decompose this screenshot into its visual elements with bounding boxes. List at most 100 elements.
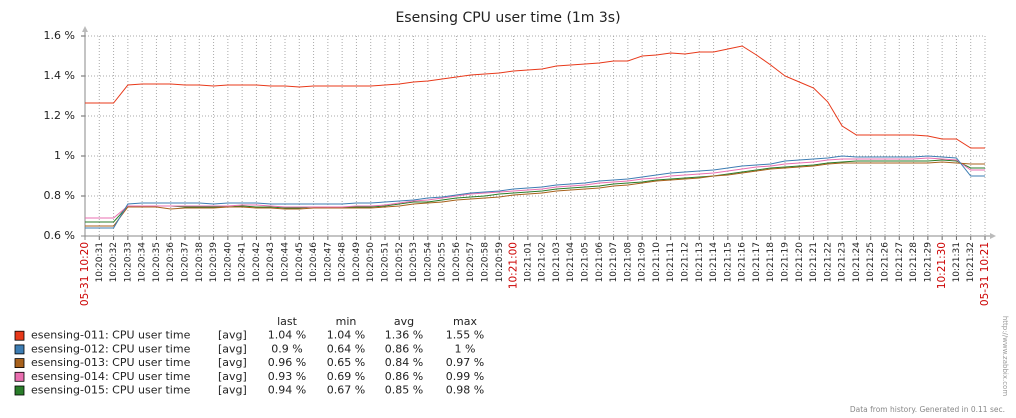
x-tick-label: 10:21:22: [823, 242, 833, 282]
y-tick-label: 1.4 %: [44, 69, 75, 82]
legend-header: min: [336, 315, 357, 328]
x-tick-label: 10:20:59: [495, 242, 505, 283]
x-tick-label: 10:20:39: [209, 242, 219, 283]
x-tick-label: 10:20:34: [138, 242, 148, 283]
x-tick-label: 10:20:33: [123, 242, 133, 282]
legend-stat: 0.69 %: [327, 370, 365, 383]
x-tick-label: 10:21:30: [936, 242, 948, 289]
x-tick-label: 10:21:32: [966, 242, 976, 282]
x-tick-label: 10:20:45: [295, 242, 305, 282]
x-tick-label: 10:20:56: [452, 242, 462, 283]
x-tick-label: 05-31 10:20: [79, 242, 91, 306]
legend-stat: 0.99 %: [446, 370, 484, 383]
x-tick-label: 10:20:57: [466, 242, 476, 282]
legend-stat: 0.9 %: [271, 342, 302, 355]
x-tick-label: 10:21:28: [909, 242, 919, 283]
x-tick-label: 10:20:43: [266, 242, 276, 282]
x-tick-label: 10:20:31: [95, 242, 105, 282]
legend-header: avg: [394, 315, 414, 328]
x-tick-label: 10:21:29: [923, 242, 933, 283]
legend-swatch: [14, 330, 25, 341]
legend-stat: 1.04 %: [327, 329, 365, 342]
x-tick-label: 10:21:31: [952, 242, 962, 282]
legend-name: esensing-015: CPU user time: [31, 384, 191, 397]
series-line: [85, 155, 985, 229]
legend-stat: 0.86 %: [385, 342, 423, 355]
x-tick-label: 10:20:50: [366, 242, 376, 283]
legend-func: [avg]: [218, 342, 247, 355]
x-tick-label: 10:20:40: [223, 242, 233, 283]
y-tick-label: 1.2 %: [44, 109, 75, 122]
y-tick-label: 1 %: [54, 149, 75, 162]
legend-stat: 0.86 %: [385, 370, 423, 383]
legend-stat: 1.55 %: [446, 329, 484, 342]
legend-stat: 0.64 %: [327, 342, 365, 355]
legend-name: esensing-013: CPU user time: [31, 356, 191, 369]
legend-stat: 0.96 %: [268, 356, 306, 369]
legend-header: last: [277, 315, 298, 328]
x-tick-label: 10:21:00: [508, 242, 520, 289]
x-tick-label: 10:20:48: [338, 242, 348, 283]
x-tick-label: 10:21:18: [766, 242, 776, 283]
y-tick-label: 1.6 %: [44, 29, 75, 42]
legend-func: [avg]: [218, 356, 247, 369]
legend-stat: 0.98 %: [446, 384, 484, 397]
legend-stat: 0.65 %: [327, 356, 365, 369]
legend-swatch: [14, 344, 25, 355]
x-tick-label: 10:20:52: [395, 242, 405, 282]
legend-swatch: [14, 371, 25, 382]
y-tick-label: 0.8 %: [44, 189, 75, 202]
x-tick-label: 10:20:44: [281, 242, 291, 283]
x-tick-label: 10:20:58: [481, 242, 491, 283]
legend-func: [avg]: [218, 384, 247, 397]
x-tick-label: 10:21:05: [581, 242, 591, 282]
x-tick-label: 10:21:27: [895, 242, 905, 282]
x-tick-label: 10:20:37: [181, 242, 191, 282]
x-tick-label: 10:21:21: [809, 242, 819, 282]
x-tick-label: 10:21:17: [752, 242, 762, 282]
x-tick-label: 10:21:16: [738, 242, 748, 283]
legend-header: max: [453, 315, 477, 328]
x-tick-label: 10:21:11: [666, 242, 676, 282]
x-tick-label: 10:20:53: [409, 242, 419, 282]
legend-func: [avg]: [218, 329, 247, 342]
legend-name: esensing-011: CPU user time: [31, 329, 191, 342]
x-tick-label: 10:21:10: [652, 242, 662, 283]
x-tick-label: 10:21:20: [795, 242, 805, 283]
y-tick-label: 0.6 %: [44, 229, 75, 242]
footer: Data from history. Generated in 0.11 sec…: [850, 405, 1005, 414]
x-tick-label: 05-31 10:21: [979, 242, 991, 306]
x-tick-label: 10:20:49: [352, 242, 362, 283]
x-tick-label: 10:21:03: [552, 242, 562, 282]
x-tick-label: 10:21:07: [609, 242, 619, 282]
legend-stat: 0.84 %: [385, 356, 423, 369]
legend-stat: 1.04 %: [268, 329, 306, 342]
x-tick-label: 10:21:23: [838, 242, 848, 282]
legend-name: esensing-012: CPU user time: [31, 342, 191, 355]
x-tick-label: 10:20:36: [166, 242, 176, 283]
x-tick-label: 10:20:32: [109, 242, 119, 282]
legend-stat: 0.94 %: [268, 384, 306, 397]
legend-name: esensing-014: CPU user time: [31, 370, 191, 383]
y-axis-arrow: [82, 26, 88, 32]
legend-stat: 0.85 %: [385, 384, 423, 397]
watermark: http://www.zabbix.com: [1001, 316, 1009, 396]
x-tick-label: 10:21:09: [638, 242, 648, 283]
x-tick-label: 10:20:35: [152, 242, 162, 282]
x-tick-label: 10:20:54: [423, 242, 433, 283]
legend-stat: 0.93 %: [268, 370, 306, 383]
x-tick-label: 10:21:14: [709, 242, 719, 283]
series-line: [85, 161, 985, 227]
x-axis-arrow: [990, 233, 996, 239]
x-tick-label: 10:21:19: [781, 242, 791, 283]
x-tick-label: 10:21:13: [695, 242, 705, 282]
x-tick-label: 10:20:41: [238, 242, 248, 282]
series-line: [85, 45, 985, 149]
x-tick-label: 10:20:46: [309, 242, 319, 283]
legend-stat: 0.67 %: [327, 384, 365, 397]
x-tick-label: 10:21:15: [723, 242, 733, 282]
legend-stat: 0.97 %: [446, 356, 484, 369]
x-tick-label: 10:21:12: [681, 242, 691, 282]
